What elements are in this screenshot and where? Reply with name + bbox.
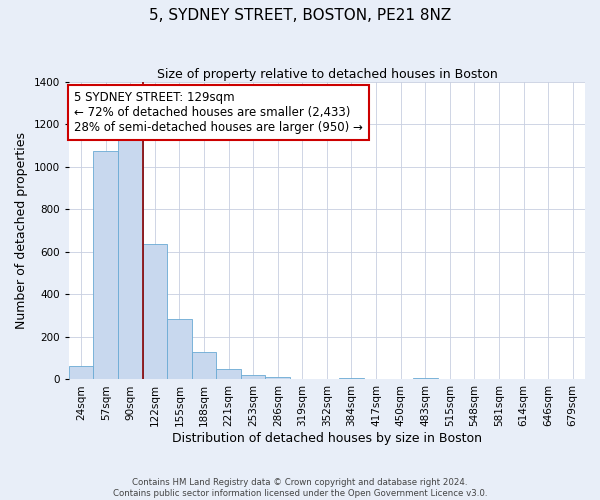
Text: Contains HM Land Registry data © Crown copyright and database right 2024.
Contai: Contains HM Land Registry data © Crown c… — [113, 478, 487, 498]
Text: 5, SYDNEY STREET, BOSTON, PE21 8NZ: 5, SYDNEY STREET, BOSTON, PE21 8NZ — [149, 8, 451, 22]
Bar — [413, 378, 437, 380]
Bar — [167, 319, 192, 380]
Bar — [192, 352, 217, 380]
Bar — [143, 244, 167, 380]
Bar — [339, 378, 364, 380]
Bar — [217, 369, 241, 380]
Title: Size of property relative to detached houses in Boston: Size of property relative to detached ho… — [157, 68, 497, 80]
Y-axis label: Number of detached properties: Number of detached properties — [15, 132, 28, 329]
Bar — [94, 151, 118, 380]
Bar — [265, 378, 290, 380]
X-axis label: Distribution of detached houses by size in Boston: Distribution of detached houses by size … — [172, 432, 482, 445]
Bar — [118, 134, 143, 380]
Text: 5 SYDNEY STREET: 129sqm
← 72% of detached houses are smaller (2,433)
28% of semi: 5 SYDNEY STREET: 129sqm ← 72% of detache… — [74, 90, 363, 134]
Bar — [241, 375, 265, 380]
Bar — [69, 366, 94, 380]
